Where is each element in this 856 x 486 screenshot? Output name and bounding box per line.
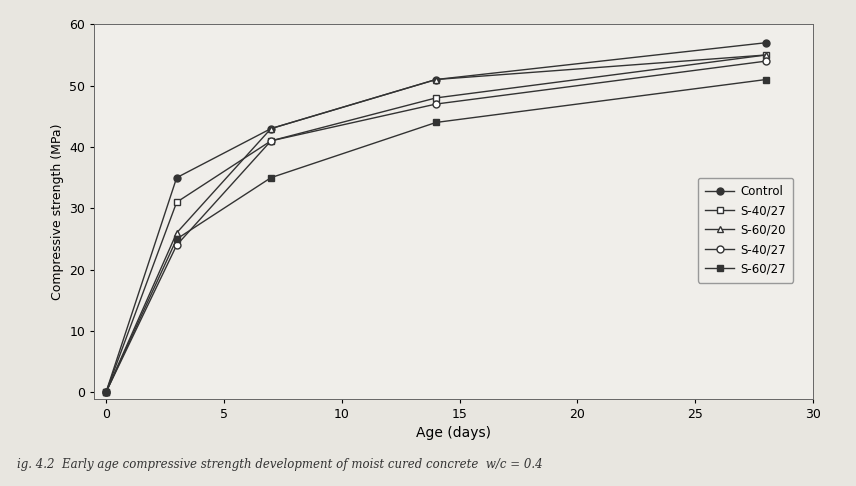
S-60/27 [171,236,181,242]
S-40/27 [266,138,276,144]
S-60/27 [266,175,276,181]
S-60/20 [761,52,771,58]
Control [431,77,441,83]
X-axis label: Age (days): Age (days) [416,426,491,440]
S-60/27 [101,389,111,395]
Line: S-40/27: S-40/27 [103,52,770,396]
Control [171,175,181,181]
S-60/27 [431,120,441,125]
Line: Control: Control [103,39,770,396]
S-40/27 [266,138,276,144]
Control [761,40,771,46]
Text: ig. 4.2  Early age compressive strength development of moist cured concrete  w/c: ig. 4.2 Early age compressive strength d… [17,458,543,471]
S-40/27 [171,242,181,248]
Y-axis label: Compressive strength (MPa): Compressive strength (MPa) [51,123,63,300]
Line: S-60/20: S-60/20 [103,52,770,396]
Control [266,126,276,132]
Line: S-60/27: S-60/27 [104,77,769,395]
S-40/27 [431,101,441,107]
Control [101,389,111,395]
Line: S-40/27: S-40/27 [103,58,770,396]
Legend: Control, S-40/27, S-60/20, S-40/27, S-60/27: Control, S-40/27, S-60/20, S-40/27, S-60… [698,177,793,283]
S-60/20 [431,77,441,83]
S-60/27 [761,77,771,83]
S-40/27 [101,389,111,395]
S-40/27 [171,199,181,205]
S-40/27 [431,95,441,101]
S-40/27 [761,58,771,64]
S-60/20 [266,126,276,132]
S-60/20 [101,389,111,395]
S-40/27 [101,389,111,395]
S-60/20 [171,230,181,236]
S-40/27 [761,52,771,58]
